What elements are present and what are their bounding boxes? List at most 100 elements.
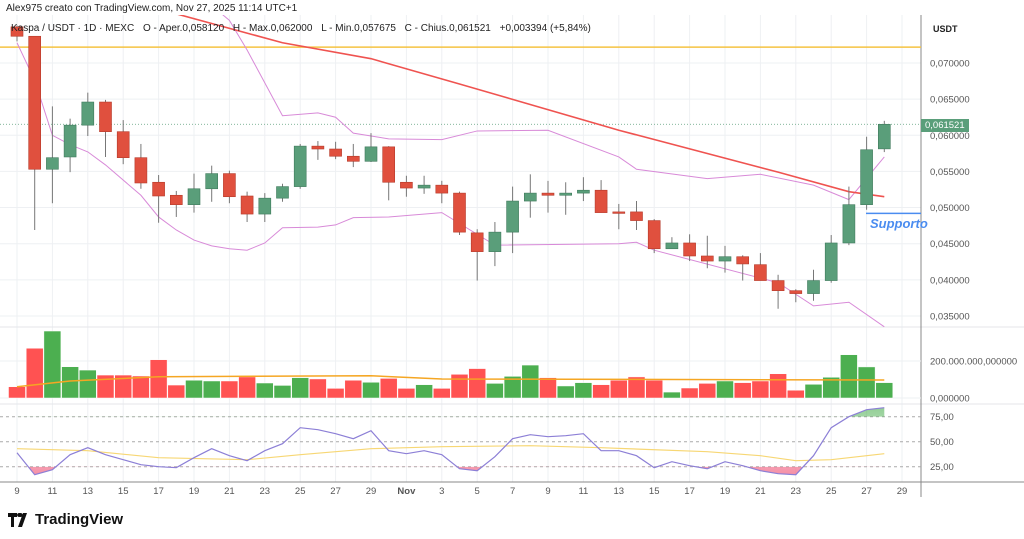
candle xyxy=(630,201,643,230)
candle xyxy=(736,255,750,281)
candle xyxy=(453,191,466,236)
candle xyxy=(523,174,537,218)
candle xyxy=(364,133,378,163)
volume-bar xyxy=(167,384,186,399)
ohlc-legend: Kaspa / USDT · 1D · MEXC O - Aper.0,0581… xyxy=(11,23,597,34)
x-tick-label: 11 xyxy=(47,486,57,497)
volume-bar xyxy=(397,388,416,399)
volume-tick-label: 200.000.000,000000 xyxy=(930,357,1017,368)
volume-bar xyxy=(769,373,787,399)
candle-body xyxy=(276,186,289,199)
candle xyxy=(258,193,272,223)
candle-body xyxy=(594,189,608,213)
candle-body xyxy=(10,26,24,37)
volume-bar xyxy=(96,374,115,399)
candle xyxy=(559,182,573,215)
volume-bar xyxy=(256,382,274,399)
x-tick-label: 27 xyxy=(330,486,341,497)
candle-body xyxy=(346,155,360,162)
candle xyxy=(205,165,218,202)
candle xyxy=(435,180,449,204)
volume-bar xyxy=(645,379,663,399)
volume-bar xyxy=(822,377,840,399)
candle-body xyxy=(417,184,431,189)
rsi-tick-label: 25,00 xyxy=(930,462,954,473)
candle xyxy=(594,180,608,213)
candle-body xyxy=(860,149,873,205)
candle xyxy=(28,35,42,230)
volume-bar xyxy=(875,382,894,399)
candle xyxy=(824,235,838,283)
candle-body xyxy=(28,35,42,170)
x-tick-label: 15 xyxy=(649,486,660,497)
candle xyxy=(10,25,24,42)
candle xyxy=(417,175,431,194)
volume-bar xyxy=(273,385,292,399)
candle-body xyxy=(824,242,838,281)
candle xyxy=(612,203,626,230)
volume-bar xyxy=(486,383,504,399)
candle xyxy=(240,191,254,223)
candle-body xyxy=(577,189,590,194)
x-tick-label: 29 xyxy=(897,486,908,497)
x-tick-label: 3 xyxy=(439,486,444,497)
x-tick-label: 23 xyxy=(791,486,802,497)
candle xyxy=(877,120,891,153)
volume-bar xyxy=(787,389,805,399)
x-tick-label: 13 xyxy=(83,486,94,497)
x-tick-label: 17 xyxy=(153,486,164,497)
price-tick-label: 0,055000 xyxy=(930,167,970,178)
volume-bar xyxy=(503,376,522,399)
rsi-line xyxy=(16,407,885,476)
candle-body xyxy=(205,173,218,190)
candle-body xyxy=(700,255,714,262)
volume-ma-line xyxy=(16,375,885,388)
candle xyxy=(152,175,165,223)
candle-body xyxy=(506,200,519,233)
volume-bar xyxy=(698,383,717,399)
candle-body xyxy=(435,184,449,194)
candle xyxy=(382,146,396,201)
volume-bar xyxy=(450,374,469,399)
tradingview-logo[interactable]: TradingView xyxy=(8,511,123,528)
candle xyxy=(771,274,785,309)
change-value: +0,003394 (+5,84%) xyxy=(499,23,591,34)
candle xyxy=(311,141,325,160)
candle xyxy=(276,183,289,202)
candle-body xyxy=(400,181,413,189)
volume-bar xyxy=(415,384,433,399)
x-tick-label: 7 xyxy=(510,486,515,497)
symbol-label[interactable]: Kaspa / USDT · 1D · MEXC xyxy=(11,23,135,34)
candle-body xyxy=(789,290,803,294)
volume-bar xyxy=(539,377,557,399)
currency-unit: USDT xyxy=(933,24,958,34)
x-tick-label: 9 xyxy=(14,486,19,497)
candle xyxy=(223,170,236,204)
candle-body xyxy=(683,242,696,257)
candle xyxy=(329,141,342,160)
tradingview-logo-icon xyxy=(8,512,27,527)
volume-bar xyxy=(433,388,451,399)
candle xyxy=(81,92,95,137)
candle-body xyxy=(152,181,165,197)
volume-bar xyxy=(733,382,752,399)
volume-bar xyxy=(663,391,681,399)
candle-body xyxy=(46,157,59,170)
volume-bar xyxy=(362,382,380,399)
candle-body xyxy=(116,131,130,158)
volume-bar xyxy=(574,382,593,399)
close-value: C - Chius.0,061521 xyxy=(404,23,491,34)
moving-average-line xyxy=(177,15,885,198)
x-tick-label: 17 xyxy=(684,486,695,497)
candle-body xyxy=(453,192,466,233)
candle-body xyxy=(364,146,378,162)
current-price-tag: 0,061521 xyxy=(921,119,969,132)
open-value: O - Aper.0,058120 xyxy=(142,23,225,34)
chart-credit: Alex975 creato con TradingView.com, Nov … xyxy=(6,3,298,14)
candle-body xyxy=(382,146,396,183)
candle xyxy=(116,120,130,165)
x-tick-label: 27 xyxy=(861,486,872,497)
volume-bar xyxy=(202,380,221,399)
candle-body xyxy=(99,101,112,132)
